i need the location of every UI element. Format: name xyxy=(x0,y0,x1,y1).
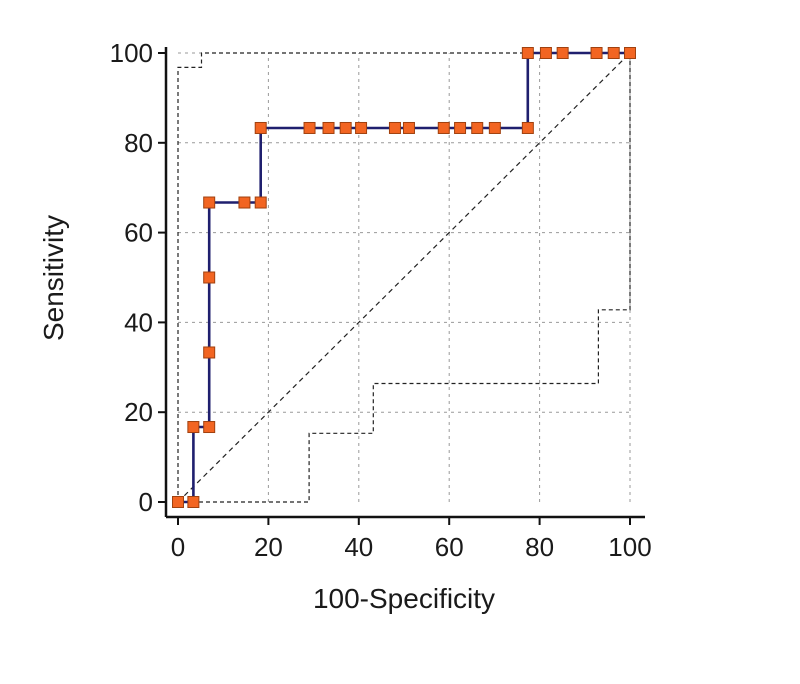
roc-point-marker xyxy=(471,121,484,134)
diagonal-reference-line xyxy=(177,52,631,503)
roc-point-marker xyxy=(539,47,552,59)
x-tick-label: 0 xyxy=(171,532,185,562)
roc-point-marker xyxy=(556,47,569,59)
x-tick-label: 80 xyxy=(525,532,554,562)
x-axis-title: 100-Specificity xyxy=(313,583,495,614)
x-tick-label: 20 xyxy=(254,532,283,562)
roc-point-marker xyxy=(322,121,335,134)
roc-point-marker xyxy=(624,47,636,59)
y-tick-labels: 0 20 40 60 80 100 xyxy=(110,38,153,517)
y-tick-label: 0 xyxy=(139,487,153,517)
x-tick-labels: 0 20 40 60 80 100 xyxy=(171,532,652,562)
roc-point-marker xyxy=(187,496,200,508)
roc-point-marker xyxy=(521,121,534,134)
x-tick-label: 100 xyxy=(608,532,651,562)
reference-layer xyxy=(177,52,631,503)
roc-point-marker xyxy=(203,196,216,209)
y-tick-label: 60 xyxy=(124,218,153,248)
lower-confidence-bound xyxy=(178,53,631,503)
roc-point-marker xyxy=(187,421,200,434)
roc-point-marker xyxy=(254,196,267,209)
roc-point-marker xyxy=(488,121,501,134)
roc-point-marker xyxy=(172,496,184,508)
roc-point-marker xyxy=(203,271,216,284)
roc-point-marker xyxy=(437,121,450,134)
axis-layer xyxy=(158,47,645,525)
roc-point-marker xyxy=(402,121,415,134)
roc-point-marker xyxy=(590,47,603,59)
y-axis-title: Sensitivity xyxy=(38,215,69,341)
roc-point-marker xyxy=(203,421,216,434)
roc-point-marker xyxy=(339,121,352,134)
x-tick-label: 40 xyxy=(344,532,373,562)
roc-point-marker xyxy=(355,121,368,134)
roc-point-marker xyxy=(388,121,401,134)
upper-confidence-bound xyxy=(177,52,630,502)
y-tick-label: 80 xyxy=(124,128,153,158)
x-tick-label: 60 xyxy=(435,532,464,562)
confidence-bounds-layer xyxy=(177,52,631,503)
roc-point-marker xyxy=(607,47,620,59)
y-tick-label: 100 xyxy=(110,38,153,68)
roc-point-marker xyxy=(254,121,267,134)
roc-point-marker xyxy=(454,121,467,134)
roc-point-marker xyxy=(303,121,316,134)
roc-point-marker xyxy=(521,47,534,59)
roc-point-marker xyxy=(238,196,251,209)
y-tick-label: 20 xyxy=(124,397,153,427)
marker-layer xyxy=(172,47,636,508)
y-tick-label: 40 xyxy=(124,307,153,337)
roc-point-marker xyxy=(203,346,216,359)
